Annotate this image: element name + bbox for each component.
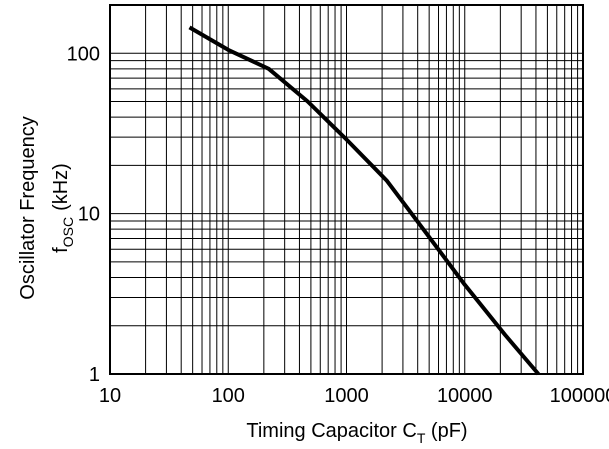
x-tick-label: 100000	[550, 385, 609, 407]
x-axis-title-main: Timing Capacitor C	[246, 420, 416, 442]
x-tick-label: 10000	[437, 385, 493, 407]
y-axis-title-unit: (kHz)	[50, 163, 72, 211]
grid-lines	[109, 4, 583, 375]
y-tick-label: 1	[89, 364, 100, 386]
y-axis-title-symbol: f	[50, 247, 72, 253]
plot-frame	[109, 4, 584, 375]
y-tick-labels: 1 10 100	[67, 43, 100, 386]
frequency-curve	[188, 25, 540, 376]
y-tick-label: 10	[78, 204, 100, 226]
x-axis-title: Timing Capacitor CT (pF)	[246, 420, 467, 446]
x-axis-title-unit: (pF)	[425, 420, 467, 442]
y-axis-title-line1: Oscillator Frequency	[17, 116, 39, 299]
y-tick-label: 100	[67, 43, 100, 65]
data-series	[188, 25, 540, 376]
x-tick-label: 10	[99, 385, 121, 407]
x-tick-label: 100	[212, 385, 245, 407]
x-tick-label: 1000	[324, 385, 369, 407]
x-axis-title-subscript: T	[417, 430, 426, 446]
x-tick-labels: 10 100 1000 10000 100000	[99, 385, 609, 407]
y-axis-title-subscript: OSC	[60, 217, 76, 247]
y-axis-title-line2: fOSC (kHz)	[50, 163, 76, 253]
